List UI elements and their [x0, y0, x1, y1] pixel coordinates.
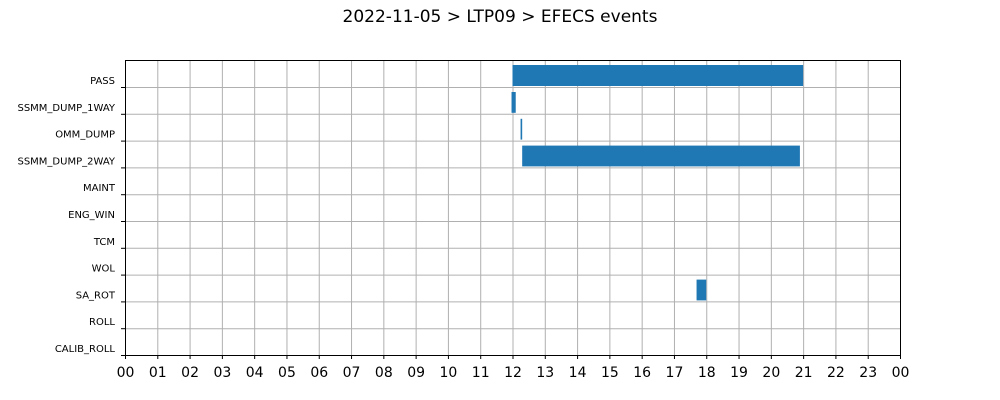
y-tick-label: SSMM_DUMP_1WAY	[17, 103, 115, 114]
y-tick-label: ENG_WIN	[68, 210, 115, 221]
x-tick-label: 07	[343, 365, 361, 381]
x-tick-label: 09	[407, 365, 425, 381]
x-tick-label: 05	[278, 365, 296, 381]
x-tick-label: 03	[213, 365, 231, 381]
x-tick-label: 04	[246, 365, 264, 381]
x-tick-label: 22	[827, 365, 845, 381]
x-tick-label: 13	[536, 365, 554, 381]
x-tick-label: 14	[569, 365, 587, 381]
x-tick-label: 08	[375, 365, 393, 381]
x-tick-label: 18	[698, 365, 716, 381]
event-bar-omm-dump	[520, 118, 523, 140]
event-bar-ssmm-dump-2way	[522, 145, 800, 167]
y-tick-label: MAINT	[83, 183, 116, 194]
event-bar-sa-rot	[696, 279, 707, 301]
y-tick-label: CALIB_ROLL	[55, 344, 116, 355]
plot-frame	[125, 60, 901, 356]
x-tick-label: 10	[440, 365, 458, 381]
x-tick-label: 16	[633, 365, 651, 381]
event-bars	[511, 65, 804, 301]
y-tick-label: SSMM_DUMP_2WAY	[17, 156, 115, 167]
x-tick-label: 01	[149, 365, 167, 381]
y-axis: PASS SSMM_DUMP_1WAY OMM_DUMP SSMM_DUMP_2WAY…	[17, 76, 125, 356]
x-tick-label: 19	[730, 365, 748, 381]
x-tick-label: 20	[762, 365, 780, 381]
y-tick-label: SA_ROT	[76, 290, 116, 301]
y-tick-label: WOL	[92, 264, 116, 275]
chart-title: 2022-11-05 > LTP09 > EFECS events	[343, 7, 658, 27]
x-tick-label: 15	[601, 365, 619, 381]
x-tick-label: 00	[117, 365, 135, 381]
y-tick-label: PASS	[90, 76, 115, 87]
x-tick-label: 06	[310, 365, 328, 381]
x-tick-label: 11	[472, 365, 490, 381]
x-axis: 00 01 02 03 04 05 06 07 08 09 10 11 12 13 14 15 16 17 18 19…	[117, 355, 910, 381]
x-tick-label: 12	[504, 365, 522, 381]
y-tick-label: TCM	[93, 237, 115, 248]
event-bar-pass	[512, 65, 804, 86]
x-tick-label: 21	[795, 365, 813, 381]
x-tick-label: 02	[181, 365, 199, 381]
x-tick-label: 17	[666, 365, 684, 381]
x-tick-label: 23	[859, 365, 877, 381]
x-tick-label: 00	[892, 365, 910, 381]
y-tick-label: ROLL	[89, 317, 115, 328]
y-tick-label: OMM_DUMP	[55, 130, 115, 141]
event-bar-ssmm-dump-1way	[511, 92, 516, 113]
